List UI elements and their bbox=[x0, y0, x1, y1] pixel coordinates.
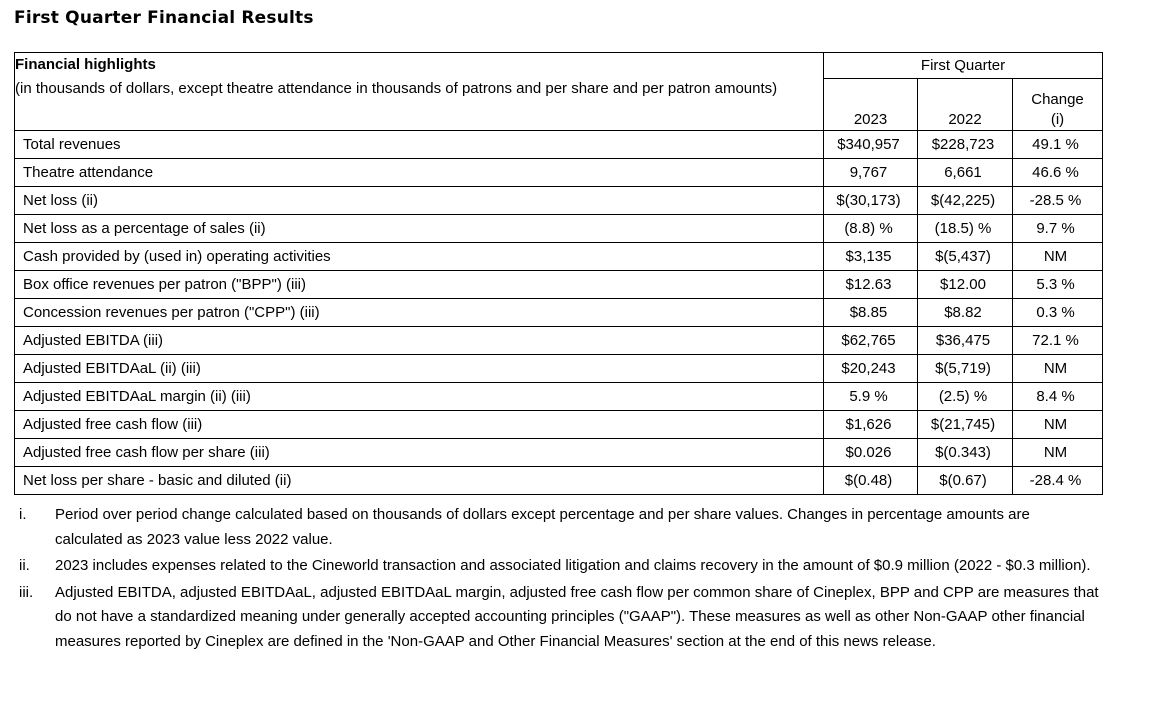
table-caption-cell: Financial highlights (in thousands of do… bbox=[14, 52, 824, 131]
value-change: NM bbox=[1011, 438, 1104, 467]
value-2022: $36,475 bbox=[917, 326, 1013, 355]
row-label: Cash provided by (used in) operating act… bbox=[14, 242, 824, 271]
value-2022: (18.5) % bbox=[917, 214, 1013, 243]
value-change: 0.3 % bbox=[1011, 298, 1104, 327]
value-change: 8.4 % bbox=[1011, 382, 1104, 411]
table-row: Adjusted free cash flow per share (iii) … bbox=[14, 438, 1104, 467]
table-row: Adjusted EBITDA (iii) $62,765 $36,475 72… bbox=[14, 326, 1104, 355]
table-row: Net loss per share - basic and diluted (… bbox=[14, 466, 1104, 495]
value-change: NM bbox=[1011, 242, 1104, 271]
table-row: Adjusted EBITDAaL (ii) (iii) $20,243 $(5… bbox=[14, 354, 1104, 383]
row-label: Adjusted free cash flow per share (iii) bbox=[14, 438, 824, 467]
value-2023: $12.63 bbox=[823, 270, 918, 299]
financial-highlights-table: Financial highlights (in thousands of do… bbox=[14, 52, 1104, 495]
row-label: Total revenues bbox=[14, 130, 824, 159]
row-label: Adjusted free cash flow (iii) bbox=[14, 410, 824, 439]
footnotes-section: i. Period over period change calculated … bbox=[19, 503, 1134, 656]
column-header-change: Change (i) bbox=[1011, 78, 1104, 131]
value-2023: $20,243 bbox=[823, 354, 918, 383]
table-row: Theatre attendance 9,767 6,661 46.6 % bbox=[14, 158, 1104, 187]
value-2022: $228,723 bbox=[917, 130, 1013, 159]
footnote-text: 2023 includes expenses related to the Ci… bbox=[55, 557, 1091, 574]
row-label: Adjusted EBITDAaL margin (ii) (iii) bbox=[14, 382, 824, 411]
table-row: Cash provided by (used in) operating act… bbox=[14, 242, 1104, 271]
table-row: Net loss as a percentage of sales (ii) (… bbox=[14, 214, 1104, 243]
table-row: Adjusted free cash flow (iii) $1,626 $(2… bbox=[14, 410, 1104, 439]
table-row: Net loss (ii) $(30,173) $(42,225) -28.5 … bbox=[14, 186, 1104, 215]
row-label: Theatre attendance bbox=[14, 158, 824, 187]
value-2022: $12.00 bbox=[917, 270, 1013, 299]
footnote-marker: iii. bbox=[19, 583, 34, 601]
row-label: Adjusted EBITDA (iii) bbox=[14, 326, 824, 355]
header-row-group: Financial highlights (in thousands of do… bbox=[14, 52, 1104, 131]
value-2023: $0.026 bbox=[823, 438, 918, 467]
value-2023: (8.8) % bbox=[823, 214, 918, 243]
value-2023: $3,135 bbox=[823, 242, 918, 271]
table-row: Concession revenues per patron ("CPP") (… bbox=[14, 298, 1104, 327]
value-change: NM bbox=[1011, 410, 1104, 439]
footnote-item: i. Period over period change calculated … bbox=[19, 503, 1134, 552]
value-2022: 6,661 bbox=[917, 158, 1013, 187]
value-2023: $340,957 bbox=[823, 130, 918, 159]
column-group-first-quarter: First Quarter bbox=[822, 52, 1104, 79]
row-label: Concession revenues per patron ("CPP") (… bbox=[14, 298, 824, 327]
value-2023: 9,767 bbox=[823, 158, 918, 187]
column-header-change-note: (i) bbox=[1050, 111, 1065, 128]
value-2022: $(42,225) bbox=[917, 186, 1013, 215]
value-2022: $(0.343) bbox=[917, 438, 1013, 467]
value-2023: $(30,173) bbox=[823, 186, 918, 215]
value-2022: $(21,745) bbox=[917, 410, 1013, 439]
value-change: NM bbox=[1011, 354, 1104, 383]
footnote-text: Period over period change calculated bas… bbox=[55, 506, 1030, 548]
table-row: Total revenues $340,957 $228,723 49.1 % bbox=[14, 130, 1104, 159]
row-label: Box office revenues per patron ("BPP") (… bbox=[14, 270, 824, 299]
footnote-text: Adjusted EBITDA, adjusted EBITDAaL, adju… bbox=[55, 583, 1099, 650]
row-label: Net loss as a percentage of sales (ii) bbox=[14, 214, 824, 243]
table-row: Box office revenues per patron ("BPP") (… bbox=[14, 270, 1104, 299]
value-2022: $8.82 bbox=[917, 298, 1013, 327]
value-2023: 5.9 % bbox=[823, 382, 918, 411]
value-2023: $1,626 bbox=[823, 410, 918, 439]
value-change: 5.3 % bbox=[1011, 270, 1104, 299]
value-change: 72.1 % bbox=[1011, 326, 1104, 355]
value-2023: $62,765 bbox=[823, 326, 918, 355]
value-change: 9.7 % bbox=[1011, 214, 1104, 243]
value-change: 46.6 % bbox=[1011, 158, 1104, 187]
row-label: Net loss per share - basic and diluted (… bbox=[14, 466, 824, 495]
footnote-item: iii. Adjusted EBITDA, adjusted EBITDAaL,… bbox=[19, 581, 1134, 655]
value-2022: $(5,437) bbox=[917, 242, 1013, 271]
column-header-2023: 2023 bbox=[823, 78, 918, 131]
footnote-item: ii. 2023 includes expenses related to th… bbox=[19, 554, 1134, 579]
value-2023: $8.85 bbox=[823, 298, 918, 327]
column-header-change-label: Change bbox=[1031, 91, 1084, 108]
row-label: Adjusted EBITDAaL (ii) (iii) bbox=[14, 354, 824, 383]
column-header-2022: 2022 bbox=[917, 78, 1013, 131]
value-2023: $(0.48) bbox=[823, 466, 918, 495]
value-2022: (2.5) % bbox=[917, 382, 1013, 411]
value-2022: $(5,719) bbox=[917, 354, 1013, 383]
table-title: Financial highlights bbox=[15, 56, 156, 73]
table-row: Adjusted EBITDAaL margin (ii) (iii) 5.9 … bbox=[14, 382, 1104, 411]
table-subtitle: (in thousands of dollars, except theatre… bbox=[15, 80, 778, 97]
page-title: First Quarter Financial Results bbox=[14, 8, 314, 28]
value-2022: $(0.67) bbox=[917, 466, 1013, 495]
value-change: 49.1 % bbox=[1011, 130, 1104, 159]
footnote-marker: ii. bbox=[19, 557, 30, 574]
header-row-columns: 2023 2022 Change (i) bbox=[15, 78, 1104, 131]
value-change: -28.4 % bbox=[1011, 466, 1104, 495]
row-label: Net loss (ii) bbox=[14, 186, 824, 215]
footnote-marker: i. bbox=[19, 506, 27, 523]
value-change: -28.5 % bbox=[1011, 186, 1104, 215]
